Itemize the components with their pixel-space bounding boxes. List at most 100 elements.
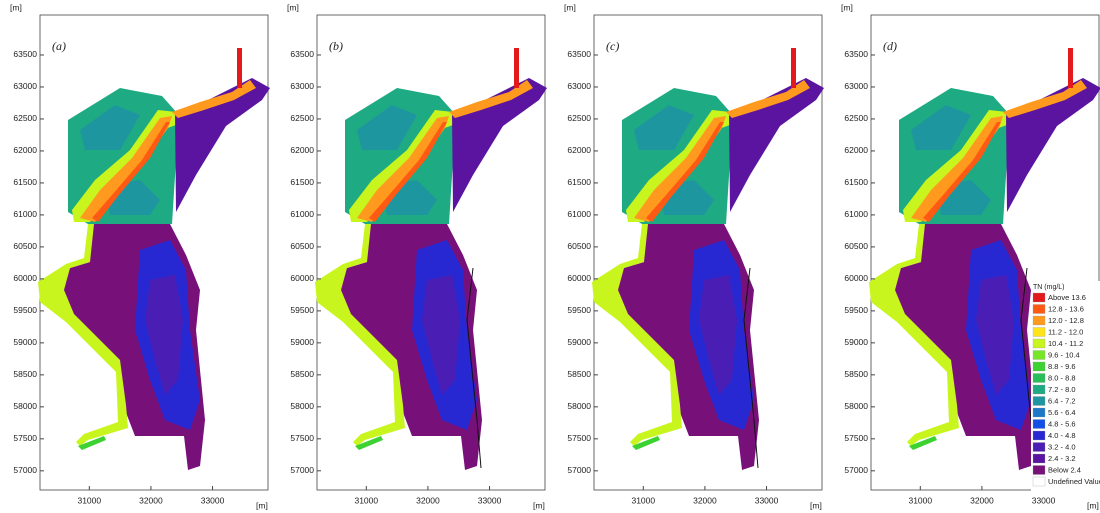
legend-swatch (1033, 454, 1045, 463)
legend-label: 3.2 - 4.0 (1048, 442, 1076, 451)
x-tick-label: 32000 (970, 495, 994, 505)
y-tick-label: 62500 (13, 113, 37, 123)
legend-label: 12.0 - 12.8 (1048, 316, 1084, 325)
y-tick-label: 60500 (13, 241, 37, 251)
x-unit: [m] (810, 500, 822, 510)
legend-swatch (1033, 328, 1045, 337)
y-tick-label: 61500 (844, 177, 868, 187)
y-tick-label: 63000 (290, 81, 314, 91)
contour-region (791, 48, 796, 88)
y-tick-label: 58000 (13, 401, 37, 411)
legend-label: Undefined Value (1048, 477, 1100, 486)
legend-label: 11.2 - 12.0 (1048, 327, 1083, 336)
legend-label: 4.8 - 5.6 (1048, 419, 1076, 428)
y-tick-label: 58000 (844, 401, 868, 411)
y-tick-label: 59500 (844, 305, 868, 315)
legend-label: 5.6 - 6.4 (1048, 408, 1076, 417)
y-tick-label: 57000 (567, 465, 591, 475)
y-tick-label: 61000 (844, 209, 868, 219)
panel: (a)[m][m]5700057500580005850059000595006… (10, 2, 270, 510)
y-tick-label: 63500 (567, 49, 591, 59)
x-tick-label: 31000 (354, 495, 378, 505)
legend-swatch (1033, 293, 1045, 302)
legend-label: 9.6 - 10.4 (1048, 350, 1080, 359)
legend-title: TN (mg/L) (1033, 284, 1065, 291)
legend-swatch (1033, 385, 1045, 394)
legend-label: Below 2.4 (1048, 465, 1081, 474)
contour-region (237, 48, 242, 88)
x-tick-label: 31000 (77, 495, 101, 505)
y-tick-label: 57500 (844, 433, 868, 443)
y-unit: [m] (841, 2, 853, 12)
legend-swatch (1033, 477, 1045, 486)
x-tick-label: 31000 (908, 495, 932, 505)
panel-label: (c) (606, 39, 619, 53)
y-tick-label: 57000 (290, 465, 314, 475)
y-tick-label: 63500 (290, 49, 314, 59)
y-unit: [m] (564, 2, 576, 12)
figure: (a) [m] [m] 57000 57500 58000 58500 59000 59500 6… (0, 0, 1100, 513)
y-tick-label: 59000 (844, 337, 868, 347)
y-tick-label: 62500 (290, 113, 314, 123)
y-tick-label: 58500 (290, 369, 314, 379)
y-tick-label: 59000 (567, 337, 591, 347)
legend-label: 8.8 - 9.6 (1048, 362, 1076, 371)
y-tick-label: 61500 (13, 177, 37, 187)
y-tick-label: 57500 (290, 433, 314, 443)
y-tick-label: 63000 (13, 81, 37, 91)
y-tick-label: 57000 (13, 465, 37, 475)
legend-label: 8.0 - 8.8 (1048, 373, 1076, 382)
legend-swatch (1033, 408, 1045, 417)
panel: (b)[m][m]5700057500580005850059000595006… (287, 2, 547, 510)
y-tick-label: 61000 (13, 209, 37, 219)
y-tick-label: 61500 (567, 177, 591, 187)
y-tick-label: 61000 (567, 209, 591, 219)
y-tick-label: 60000 (290, 273, 314, 283)
legend-swatch (1033, 431, 1045, 440)
panel-label: (a) (52, 39, 66, 53)
legend-label: 10.4 - 11.2 (1048, 339, 1083, 348)
y-tick-label: 60000 (13, 273, 37, 283)
y-tick-label: 63000 (844, 81, 868, 91)
x-tick-label: 32000 (416, 495, 440, 505)
legend-swatch (1033, 420, 1045, 429)
legend-label: 2.4 - 3.2 (1048, 454, 1076, 463)
y-tick-label: 58500 (567, 369, 591, 379)
legend-swatch (1033, 397, 1045, 406)
y-tick-label: 62000 (844, 145, 868, 155)
contour-region (1068, 48, 1073, 88)
x-tick-label: 33000 (201, 495, 225, 505)
y-tick-label: 58500 (844, 369, 868, 379)
contour-region (514, 48, 519, 88)
x-tick-label: 33000 (755, 495, 779, 505)
y-tick-label: 59500 (567, 305, 591, 315)
legend-swatch (1033, 351, 1045, 360)
y-unit: [m] (287, 2, 299, 12)
y-tick-label: 63000 (567, 81, 591, 91)
x-tick-label: 32000 (693, 495, 717, 505)
legend-swatch (1033, 362, 1045, 371)
x-tick-label: 32000 (139, 495, 163, 505)
y-unit: [m] (10, 2, 22, 12)
y-tick-label: 57000 (844, 465, 868, 475)
y-tick-label: 62000 (290, 145, 314, 155)
legend-swatch (1033, 374, 1045, 383)
legend-label: 12.8 - 13.6 (1048, 304, 1084, 313)
y-tick-label: 59500 (290, 305, 314, 315)
x-unit: [m] (1087, 500, 1099, 510)
legend-swatch (1033, 316, 1045, 325)
y-tick-label: 62000 (567, 145, 591, 155)
y-tick-label: 63500 (844, 49, 868, 59)
legend-label: 7.2 - 8.0 (1048, 385, 1076, 394)
y-tick-label: 58000 (567, 401, 591, 411)
legend-swatch (1033, 305, 1045, 314)
y-tick-label: 60000 (567, 273, 591, 283)
y-tick-label: 62000 (13, 145, 37, 155)
y-tick-label: 60500 (290, 241, 314, 251)
x-tick-label: 33000 (478, 495, 502, 505)
y-tick-label: 62500 (844, 113, 868, 123)
y-tick-label: 59000 (290, 337, 314, 347)
y-tick-label: 61000 (290, 209, 314, 219)
y-tick-label: 58500 (13, 369, 37, 379)
y-tick-label: 59500 (13, 305, 37, 315)
